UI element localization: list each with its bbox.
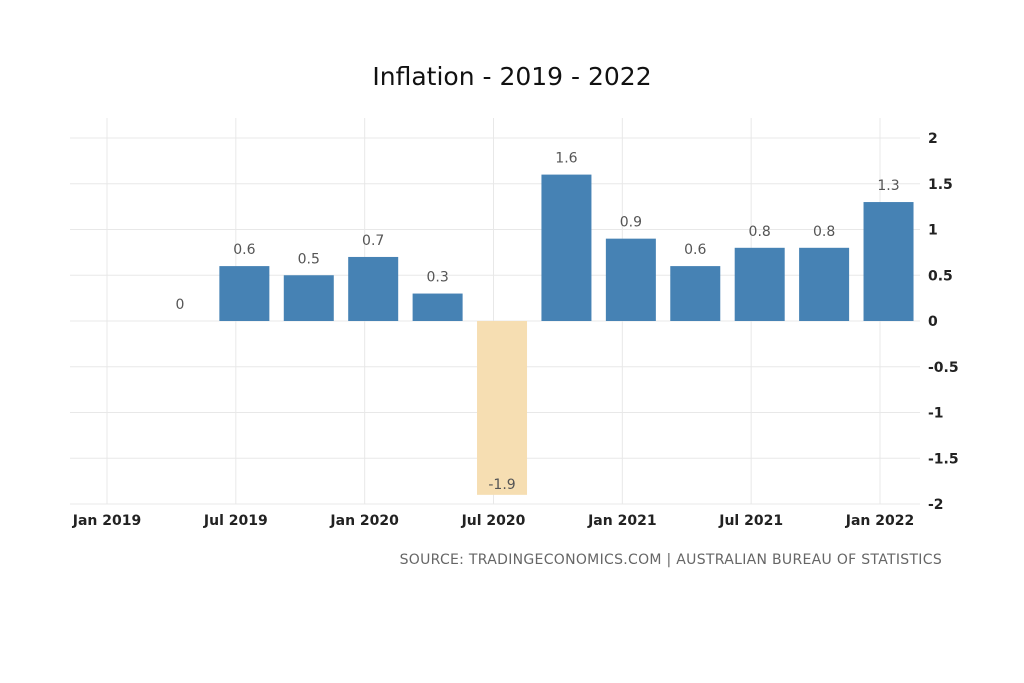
data-label: 0.5: [298, 251, 320, 267]
data-label: 0.9: [620, 215, 642, 231]
data-label: 0.7: [362, 233, 384, 249]
x-tick-label: Jan 2020: [329, 513, 399, 529]
y-tick-label: -0.5: [928, 360, 959, 376]
y-tick-label: 2: [928, 131, 938, 147]
y-axis-ticks: 2 1.5 1 0.5 0 -0.5 -1 -1.5 -2: [928, 131, 959, 513]
data-label: -1.9: [488, 477, 515, 493]
data-label: 1.3: [877, 178, 899, 194]
bar: [219, 266, 270, 321]
x-tick-label: Jul 2021: [718, 513, 783, 529]
bars: [219, 174, 914, 495]
bar: [670, 266, 721, 321]
data-label: 0.8: [749, 224, 771, 240]
bar: [734, 247, 785, 321]
bar: [348, 256, 399, 321]
bar: [863, 202, 914, 321]
data-label: 0.6: [233, 242, 255, 258]
y-tick-label: -2: [928, 497, 944, 513]
bar: [283, 275, 334, 321]
x-tick-label: Jul 2019: [203, 513, 268, 529]
x-tick-label: Jan 2019: [72, 513, 141, 529]
bar: [412, 293, 463, 321]
data-label: 0.3: [426, 270, 448, 286]
data-label: 0.6: [684, 242, 706, 258]
bar: [605, 238, 656, 321]
chart-title: Inflation - 2019 - 2022: [372, 62, 652, 91]
x-tick-label: Jul 2020: [461, 513, 526, 529]
data-labels: 0 0.6 0.5 0.7 0.3 -1.9 1.6 0.9 0.6 0.8 0.8 1.3: [175, 151, 899, 493]
y-tick-label: 1.5: [928, 177, 953, 193]
bar: [541, 174, 592, 321]
x-tick-label: Jan 2022: [845, 513, 914, 529]
x-axis-ticks: Jan 2019 Jul 2019 Jan 2020 Jul 2020 Jan 2021…: [72, 513, 914, 529]
source-note: SOURCE: TRADINGECONOMICS.COM | AUSTRALIA…: [399, 552, 942, 568]
data-label: 0.8: [813, 224, 835, 240]
y-tick-label: -1: [928, 406, 944, 422]
y-tick-label: 0: [928, 314, 938, 330]
y-tick-label: 0.5: [928, 268, 953, 284]
bar: [477, 321, 528, 495]
data-label: 0: [175, 297, 184, 313]
x-tick-label: Jan 2021: [587, 513, 656, 529]
data-label: 1.6: [555, 151, 577, 167]
bar: [799, 247, 850, 321]
y-tick-label: 1: [928, 223, 938, 239]
y-tick-label: -1.5: [928, 451, 959, 467]
